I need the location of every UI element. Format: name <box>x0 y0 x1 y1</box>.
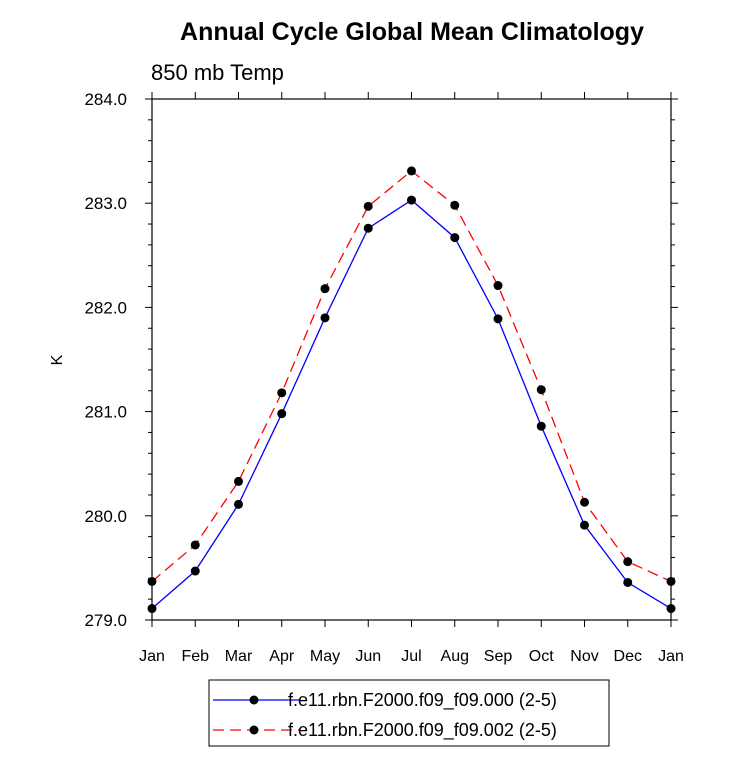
plot-frame <box>151 98 672 621</box>
data-point <box>147 604 157 614</box>
chart-title: Annual Cycle Global Mean Climatology <box>180 18 644 46</box>
data-point <box>277 409 287 419</box>
x-tick-label: Dec <box>614 648 642 665</box>
data-point <box>190 540 200 550</box>
x-tick-label: Jun <box>355 648 381 665</box>
series-layer <box>147 166 676 614</box>
data-point <box>363 223 373 233</box>
axes: 279.0 280.0 281.0 282.0 283.0 284.0 Jan Feb Mar A… <box>84 90 683 665</box>
data-point <box>580 497 589 507</box>
data-point <box>666 604 676 614</box>
y-tick-label: 284.0 <box>84 90 127 109</box>
data-point <box>450 200 460 210</box>
y-tick-label: 280.0 <box>84 507 127 526</box>
x-tick-label: Nov <box>570 648 598 665</box>
data-point <box>666 576 676 586</box>
y-tick-label: 279.0 <box>84 611 127 630</box>
legend-marker-0 <box>249 695 259 705</box>
legend-label-1: f.e11.rbn.F2000.f09_f09.002 (2-5) <box>288 720 557 741</box>
data-point <box>320 284 330 294</box>
data-point <box>450 233 460 243</box>
data-point <box>493 314 503 324</box>
data-point <box>320 313 330 323</box>
series-1 <box>147 166 676 586</box>
data-point <box>234 499 243 509</box>
data-point <box>536 421 546 431</box>
x-tick-label: Jul <box>401 648 421 665</box>
y-axis-label: K <box>49 354 66 365</box>
data-point <box>623 577 633 587</box>
series-line-1 <box>151 170 672 583</box>
x-tick-label: May <box>310 648 340 665</box>
data-point <box>407 195 416 205</box>
legend: f.e11.rbn.F2000.f09_f09.000 (2-5) f.e11.r… <box>208 679 610 747</box>
data-point <box>536 385 546 395</box>
data-point <box>234 476 243 486</box>
chart-subtitle: 850 mb Temp <box>151 60 284 85</box>
data-point <box>190 566 200 576</box>
x-tick-label: Sep <box>484 648 513 665</box>
x-tick-label: Feb <box>181 648 209 665</box>
legend-box <box>208 679 610 747</box>
x-tick-label: Jan <box>658 648 684 665</box>
data-point <box>363 201 373 211</box>
y-tick-label: 283.0 <box>84 194 127 213</box>
data-point <box>493 281 503 291</box>
x-tick-label: Aug <box>441 648 469 665</box>
series-line-0 <box>151 199 672 610</box>
x-tick-label: Mar <box>225 648 253 665</box>
x-tick-label: Oct <box>529 648 554 665</box>
x-tick-label: Apr <box>269 648 295 665</box>
data-point <box>277 388 287 398</box>
y-tick-label: 282.0 <box>84 298 127 317</box>
legend-marker-1 <box>249 725 259 735</box>
data-point <box>407 166 416 176</box>
data-point <box>580 520 589 530</box>
data-point <box>147 576 157 586</box>
x-tick-label: Jan <box>139 648 165 665</box>
series-0 <box>147 195 676 614</box>
legend-label-0: f.e11.rbn.F2000.f09_f09.000 (2-5) <box>288 690 557 711</box>
y-tick-label: 281.0 <box>84 403 127 422</box>
data-point <box>623 557 633 567</box>
